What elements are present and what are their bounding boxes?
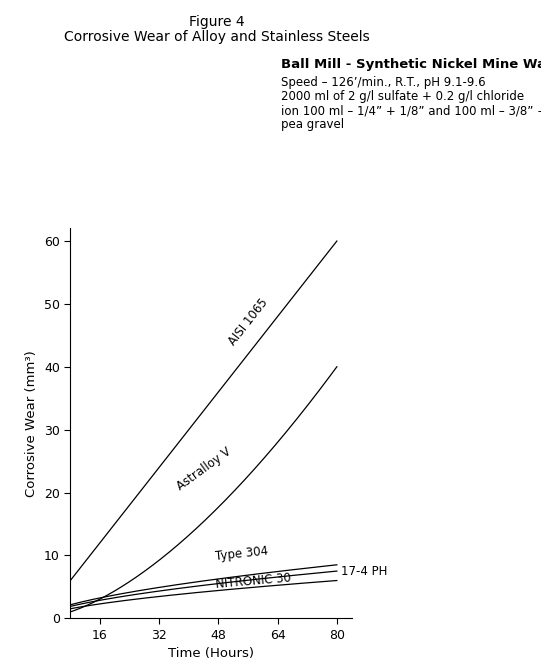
Text: AISI 1065: AISI 1065: [226, 296, 270, 348]
Text: 17-4 PH: 17-4 PH: [340, 564, 387, 578]
X-axis label: Time (Hours): Time (Hours): [168, 647, 254, 660]
Text: Ball Mill - Synthetic Nickel Mine Water: Ball Mill - Synthetic Nickel Mine Water: [281, 58, 541, 71]
Text: ion 100 ml – 1/4” + 1/8” and 100 ml – 3/8” +1/4”: ion 100 ml – 1/4” + 1/8” and 100 ml – 3/…: [281, 104, 541, 117]
Text: 2000 ml of 2 g/l sulfate + 0.2 g/l chloride: 2000 ml of 2 g/l sulfate + 0.2 g/l chlor…: [281, 90, 524, 103]
Text: pea gravel: pea gravel: [281, 118, 345, 131]
Text: NITRONIC 30: NITRONIC 30: [215, 571, 291, 591]
Text: Corrosive Wear of Alloy and Stainless Steels: Corrosive Wear of Alloy and Stainless St…: [63, 30, 370, 44]
Text: Astralloy V: Astralloy V: [174, 444, 233, 493]
Text: Type 304: Type 304: [215, 544, 269, 563]
Text: Speed – 126’/min., R.T., pH 9.1-9.6: Speed – 126’/min., R.T., pH 9.1-9.6: [281, 76, 486, 89]
Y-axis label: Corrosive Wear (mm³): Corrosive Wear (mm³): [25, 350, 38, 497]
Text: Figure 4: Figure 4: [189, 15, 244, 29]
